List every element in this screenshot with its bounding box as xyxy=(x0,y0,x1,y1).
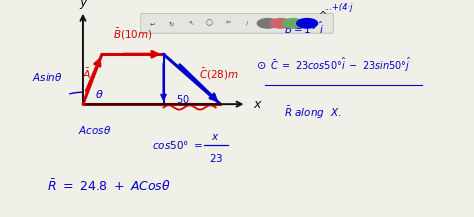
Text: ◯: ◯ xyxy=(206,20,213,26)
Text: ↻: ↻ xyxy=(169,21,174,26)
Circle shape xyxy=(297,18,318,28)
FancyBboxPatch shape xyxy=(141,13,333,33)
Text: $\bar{C}(28)m$: $\bar{C}(28)m$ xyxy=(199,67,239,82)
Text: $\bar{A}$: $\bar{A}$ xyxy=(82,67,91,81)
Text: ✂: ✂ xyxy=(225,21,230,26)
Text: ↩: ↩ xyxy=(150,21,155,26)
Text: $\bar{C}\ =\ 23cos50°\hat{i}\ -\ 23sin50°\hat{j}$: $\bar{C}\ =\ 23cos50°\hat{i}\ -\ 23sin50… xyxy=(270,56,412,74)
Text: $\theta$: $\theta$ xyxy=(95,88,104,100)
Text: $50$: $50$ xyxy=(176,93,189,105)
Circle shape xyxy=(270,18,291,28)
Text: $B = 1°\ \hat{i}$: $B = 1°\ \hat{i}$ xyxy=(284,20,324,36)
Text: $\bar{R}\ =\ 24.8\ +\ ACos\theta$: $\bar{R}\ =\ 24.8\ +\ ACos\theta$ xyxy=(47,179,171,194)
Text: $\bar{B}(10m)$: $\bar{B}(10m)$ xyxy=(113,27,153,42)
Text: x: x xyxy=(254,98,261,111)
Text: $Asin\theta$: $Asin\theta$ xyxy=(32,71,63,83)
Text: $\bar{R}\ along\ \ X.$: $\bar{R}\ along\ \ X.$ xyxy=(284,105,342,121)
Text: $23$: $23$ xyxy=(209,152,223,164)
Text: $cos50°\ =$: $cos50°\ =$ xyxy=(152,139,202,151)
Circle shape xyxy=(283,18,303,28)
Text: $Acos\theta$: $Acos\theta$ xyxy=(78,124,111,136)
Circle shape xyxy=(257,18,278,28)
Text: $x$: $x$ xyxy=(211,132,220,142)
Text: □: □ xyxy=(263,21,268,26)
Text: ⬛: ⬛ xyxy=(283,21,286,26)
Text: ^: ^ xyxy=(319,11,327,21)
Text: ...+(4·j: ...+(4·j xyxy=(325,3,353,12)
Text: ↖: ↖ xyxy=(188,21,193,26)
Text: y: y xyxy=(79,0,87,9)
Text: $\odot$: $\odot$ xyxy=(256,60,266,71)
Text: /: / xyxy=(246,21,248,26)
